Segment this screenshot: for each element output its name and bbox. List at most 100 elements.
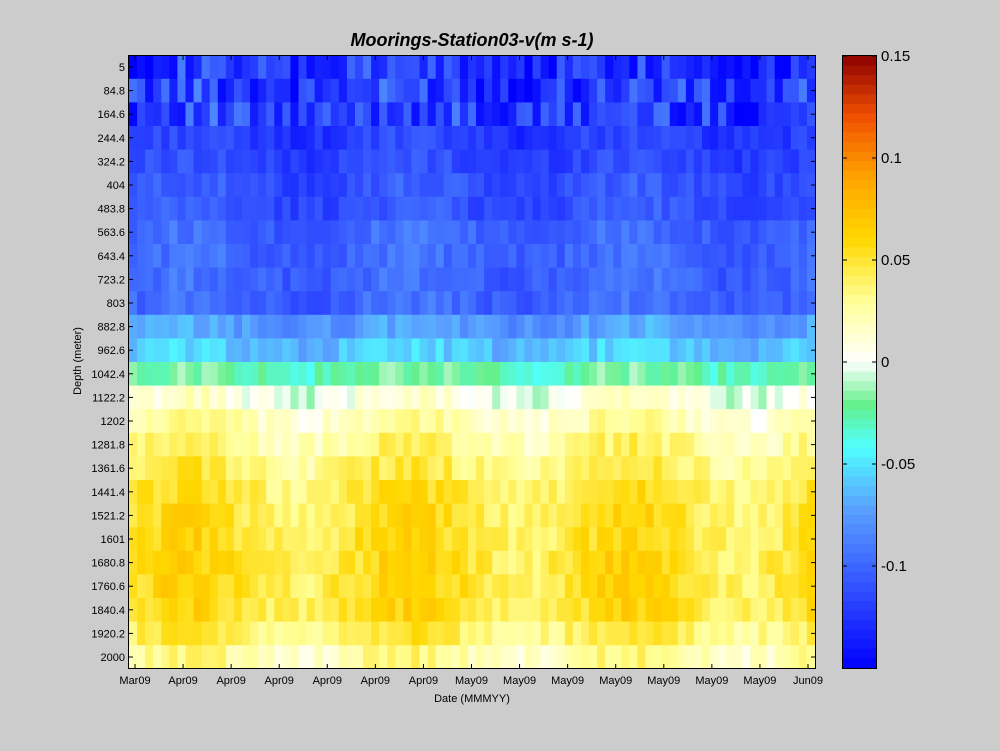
heatmap-cell [330,550,340,575]
heatmap-cell [669,173,679,198]
heatmap-cell [492,267,501,292]
heatmap-cell [346,621,356,646]
heatmap-cell [395,527,404,552]
heatmap-cell [669,126,679,151]
heatmap-cell [782,244,792,269]
heatmap-cell [629,149,639,174]
heatmap-cell [734,527,743,552]
heatmap-cell [427,291,437,316]
heatmap-cell [556,574,566,599]
heatmap-cell [734,220,743,245]
heatmap-cell [282,149,292,174]
heatmap-cell [338,126,348,151]
heatmap-cell [629,645,639,669]
heatmap-cell [629,362,639,387]
heatmap-cell [556,291,566,316]
heatmap-cell [718,244,727,269]
heatmap-cell [403,338,413,363]
heatmap-cell [564,409,574,434]
heatmap-cell [750,480,760,505]
heatmap-cell [645,126,655,151]
heatmap-cell [548,503,558,528]
heatmap-cell [782,645,792,669]
heatmap-cell [338,385,348,410]
heatmap-cell [572,102,582,127]
plot-frame [128,55,816,669]
heatmap-cell [306,291,316,316]
heatmap-cell [330,621,340,646]
heatmap-cell [225,527,235,552]
heatmap-cell [435,244,445,269]
heatmap-cell [193,220,203,245]
heatmap-cell [580,480,590,505]
heatmap-cell [710,362,719,387]
heatmap-cell [387,220,396,245]
heatmap-cell [363,126,372,151]
heatmap-cell [354,503,364,528]
heatmap-cell [411,338,421,363]
heatmap-cell [556,78,566,103]
heatmap-cell [314,432,324,457]
heatmap-cell [782,267,792,292]
heatmap-cell [419,267,429,292]
heatmap-cell [589,126,598,151]
heatmap-cell [766,196,776,221]
heatmap-cell [306,78,316,103]
heatmap-cell [233,244,243,269]
heatmap-cell [484,645,493,669]
heatmap-cell [702,220,711,245]
heatmap-cell [411,362,421,387]
heatmap-cell [597,385,606,410]
heatmap-cell [702,78,711,103]
heatmap-cell [411,244,421,269]
heatmap-cell [774,645,784,669]
colorbar-swatch [843,151,876,162]
heatmap-cell [758,56,768,80]
heatmap-cell [572,149,582,174]
heatmap-cell [653,574,663,599]
heatmap-cell [451,621,461,646]
heatmap-cell [726,244,735,269]
heatmap-cell [346,645,356,669]
heatmap-cell [153,149,162,174]
heatmap-cell [137,102,146,127]
heatmap-cell [379,78,388,103]
heatmap-cell [403,550,413,575]
heatmap-cell [718,338,727,363]
heatmap-cell [702,550,711,575]
heatmap-cell [693,550,703,575]
heatmap-cell [217,291,227,316]
colorbar-swatch [843,524,876,535]
heatmap-cell [742,550,752,575]
x-tick-label: Apr09 [168,675,197,687]
heatmap-cell [597,149,606,174]
heatmap-cell [274,338,283,363]
heatmap-cell [532,409,542,434]
heatmap-cell [693,362,703,387]
heatmap-cell [476,267,485,292]
heatmap-cell [685,409,695,434]
heatmap-cell [677,362,687,387]
heatmap-cell [774,220,784,245]
heatmap-cell [597,362,606,387]
heatmap-cell [129,102,138,127]
heatmap-cell [153,244,162,269]
heatmap-cell [322,267,332,292]
heatmap-cell [677,550,687,575]
heatmap-cell [637,267,647,292]
heatmap-cell [403,78,413,103]
heatmap-cell [346,362,356,387]
heatmap-cell [580,574,590,599]
heatmap-cell [556,527,566,552]
heatmap-cell [395,196,404,221]
heatmap-cell [580,173,590,198]
heatmap-cell [411,503,421,528]
heatmap-cell [419,527,429,552]
heatmap-cell [500,621,509,646]
heatmap-cell [145,574,154,599]
heatmap-cell [129,149,138,174]
heatmap-cell [766,244,776,269]
heatmap-cell [354,173,364,198]
heatmap-cell [798,645,808,669]
x-tick-label: May09 [599,675,632,687]
